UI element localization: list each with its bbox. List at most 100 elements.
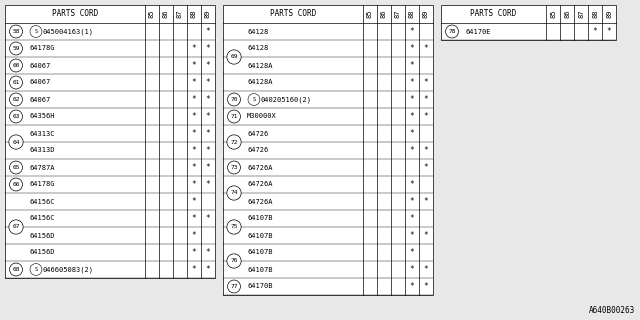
Text: 67: 67 <box>12 225 20 229</box>
Text: 76: 76 <box>230 259 237 263</box>
Text: 65: 65 <box>12 165 20 170</box>
Circle shape <box>9 135 23 149</box>
Text: 60: 60 <box>12 63 20 68</box>
Text: *: * <box>410 27 414 36</box>
Text: 64170B: 64170B <box>247 284 273 290</box>
Text: 89: 89 <box>606 10 612 18</box>
Text: 88: 88 <box>592 10 598 18</box>
Text: 64313D: 64313D <box>29 148 54 154</box>
Text: 040205160(2): 040205160(2) <box>261 96 312 103</box>
Circle shape <box>248 93 260 106</box>
Text: 87: 87 <box>395 10 401 18</box>
Text: *: * <box>192 78 196 87</box>
Text: *: * <box>205 146 211 155</box>
Text: *: * <box>192 112 196 121</box>
Text: 64726A: 64726A <box>247 164 273 171</box>
Text: *: * <box>410 197 414 206</box>
Text: *: * <box>192 44 196 53</box>
Text: *: * <box>410 61 414 70</box>
Text: 64726: 64726 <box>247 131 268 137</box>
Text: *: * <box>192 129 196 138</box>
Text: *: * <box>205 163 211 172</box>
Text: *: * <box>410 248 414 257</box>
Text: 64156D: 64156D <box>29 233 54 238</box>
Text: A640B00263: A640B00263 <box>589 306 635 315</box>
Text: 64178G: 64178G <box>29 181 54 188</box>
Circle shape <box>30 26 42 37</box>
Text: *: * <box>192 248 196 257</box>
Text: *: * <box>410 95 414 104</box>
Text: *: * <box>424 265 428 274</box>
Text: PARTS CORD: PARTS CORD <box>470 10 516 19</box>
Circle shape <box>10 59 22 72</box>
Text: *: * <box>205 112 211 121</box>
Text: *: * <box>410 231 414 240</box>
Text: 64067: 64067 <box>29 79 51 85</box>
Text: *: * <box>424 95 428 104</box>
Bar <box>441 5 616 40</box>
Circle shape <box>10 42 22 55</box>
Text: 045004163(1): 045004163(1) <box>43 28 94 35</box>
Text: *: * <box>424 231 428 240</box>
Text: PARTS CORD: PARTS CORD <box>270 10 316 19</box>
Text: 64128: 64128 <box>247 28 268 35</box>
Text: *: * <box>192 231 196 240</box>
Text: 85: 85 <box>550 10 556 18</box>
Text: 85: 85 <box>149 10 155 18</box>
Text: *: * <box>205 44 211 53</box>
Text: 64107B: 64107B <box>247 267 273 273</box>
Text: *: * <box>410 282 414 291</box>
Text: *: * <box>205 180 211 189</box>
Text: 64: 64 <box>12 140 20 145</box>
Circle shape <box>227 220 241 234</box>
Text: *: * <box>410 146 414 155</box>
Text: *: * <box>205 214 211 223</box>
Text: *: * <box>192 95 196 104</box>
Text: 64156C: 64156C <box>29 198 54 204</box>
Text: 64067: 64067 <box>29 97 51 102</box>
Text: *: * <box>192 146 196 155</box>
Text: S: S <box>35 29 38 34</box>
Text: 64156D: 64156D <box>29 250 54 255</box>
Text: *: * <box>205 27 211 36</box>
Text: S: S <box>252 97 255 102</box>
Text: *: * <box>205 265 211 274</box>
Text: 88: 88 <box>191 10 197 18</box>
Text: 59: 59 <box>12 46 20 51</box>
Text: *: * <box>424 78 428 87</box>
Text: 58: 58 <box>12 29 20 34</box>
Text: 74: 74 <box>230 190 237 196</box>
Circle shape <box>228 161 241 174</box>
Text: *: * <box>192 163 196 172</box>
Text: 61: 61 <box>12 80 20 85</box>
Text: 87: 87 <box>578 10 584 18</box>
Text: 87: 87 <box>177 10 183 18</box>
Text: *: * <box>424 44 428 53</box>
Text: 64726: 64726 <box>247 148 268 154</box>
Text: *: * <box>192 61 196 70</box>
Text: 64170E: 64170E <box>465 28 490 35</box>
Text: *: * <box>593 27 597 36</box>
Text: 86: 86 <box>564 10 570 18</box>
Text: *: * <box>424 112 428 121</box>
Text: 75: 75 <box>230 225 237 229</box>
Text: *: * <box>192 214 196 223</box>
Text: *: * <box>410 214 414 223</box>
Text: 86: 86 <box>163 10 169 18</box>
Text: *: * <box>192 265 196 274</box>
Text: *: * <box>410 44 414 53</box>
Circle shape <box>10 161 22 174</box>
Text: 64107B: 64107B <box>247 250 273 255</box>
Circle shape <box>228 93 241 106</box>
Text: *: * <box>424 282 428 291</box>
Bar <box>223 5 433 295</box>
Text: 89: 89 <box>205 10 211 18</box>
Text: 64313C: 64313C <box>29 131 54 137</box>
Text: 64726A: 64726A <box>247 181 273 188</box>
Text: 62: 62 <box>12 97 20 102</box>
Text: 64356H: 64356H <box>29 114 54 119</box>
Text: *: * <box>410 180 414 189</box>
Circle shape <box>10 93 22 106</box>
Text: 88: 88 <box>409 10 415 18</box>
Text: 78: 78 <box>448 29 456 34</box>
